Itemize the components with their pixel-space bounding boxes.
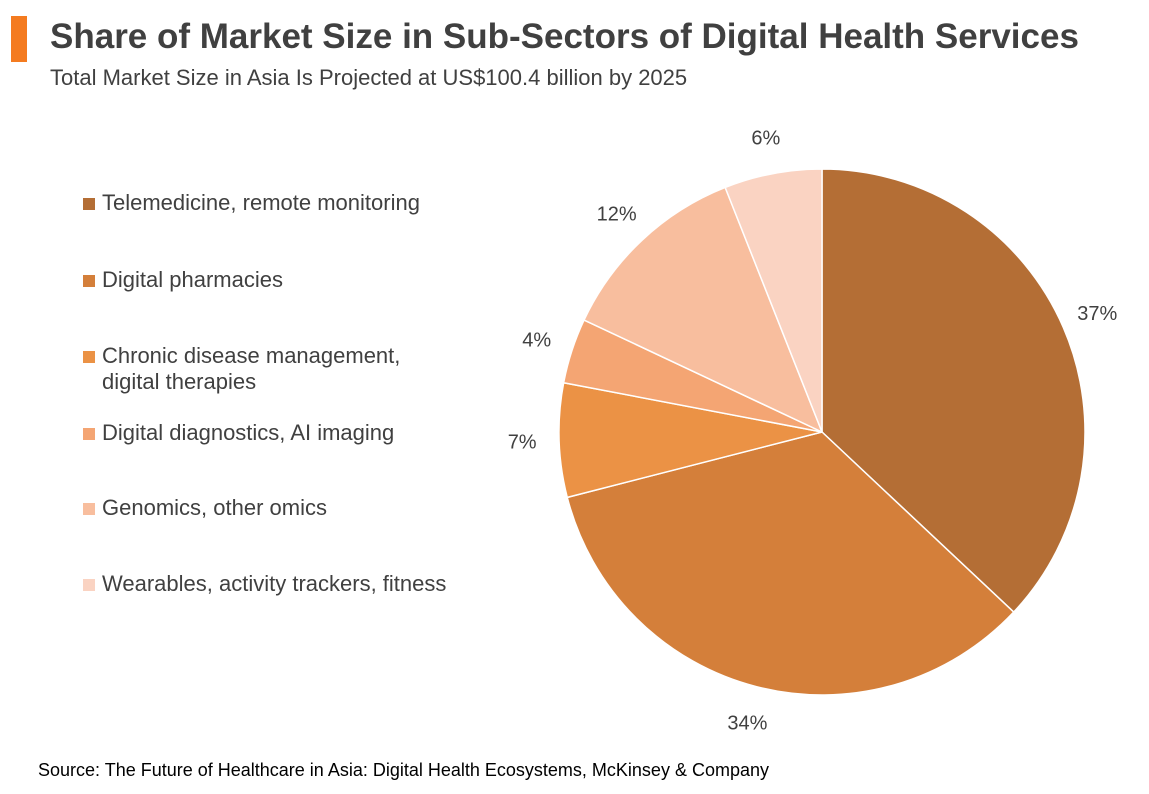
slice-data-label: 12% bbox=[597, 203, 637, 225]
legend-item: Chronic disease management, digital ther… bbox=[83, 343, 437, 395]
legend-item: Wearables, activity trackers, fitness bbox=[83, 571, 502, 597]
slice-data-label: 34% bbox=[727, 713, 767, 735]
legend-item: Genomics, other omics bbox=[83, 495, 442, 521]
pie-slice bbox=[724, 168, 823, 433]
title-accent-bar bbox=[11, 16, 27, 62]
source-note: Source: The Future of Healthcare in Asia… bbox=[38, 760, 769, 780]
chart-title: Share of Market Size in Sub-Sectors of D… bbox=[50, 17, 1079, 56]
legend-swatch bbox=[83, 428, 95, 440]
legend-item: Digital pharmacies bbox=[83, 267, 442, 293]
legend-swatch bbox=[83, 351, 95, 363]
legend-swatch bbox=[83, 579, 95, 591]
legend-label: Telemedicine, remote monitoring bbox=[102, 190, 420, 215]
pie-slice bbox=[566, 431, 1015, 696]
pie-slice bbox=[558, 381, 823, 499]
legend-label: Wearables, activity trackers, fitness bbox=[102, 571, 447, 596]
legend-swatch bbox=[83, 503, 95, 515]
legend-item: Digital diagnostics, AI imaging bbox=[83, 420, 442, 446]
legend-swatch bbox=[83, 275, 95, 287]
slice-data-label: 4% bbox=[522, 329, 551, 351]
legend-item: Telemedicine, remote monitoring bbox=[83, 190, 442, 216]
slice-data-label: 37% bbox=[1077, 303, 1117, 325]
legend-label: Genomics, other omics bbox=[102, 495, 327, 520]
slice-data-label: 7% bbox=[508, 431, 537, 453]
slice-data-label: 6% bbox=[751, 127, 780, 149]
legend-label: Digital diagnostics, AI imaging bbox=[102, 420, 395, 445]
pie-slice bbox=[821, 168, 1086, 614]
legend-label: Chronic disease management, digital ther… bbox=[102, 343, 401, 394]
legend-label: Digital pharmacies bbox=[102, 267, 283, 292]
chart-subtitle: Total Market Size in Asia Is Projected a… bbox=[50, 65, 688, 90]
pie-slice bbox=[583, 186, 824, 434]
legend-swatch bbox=[83, 198, 95, 210]
